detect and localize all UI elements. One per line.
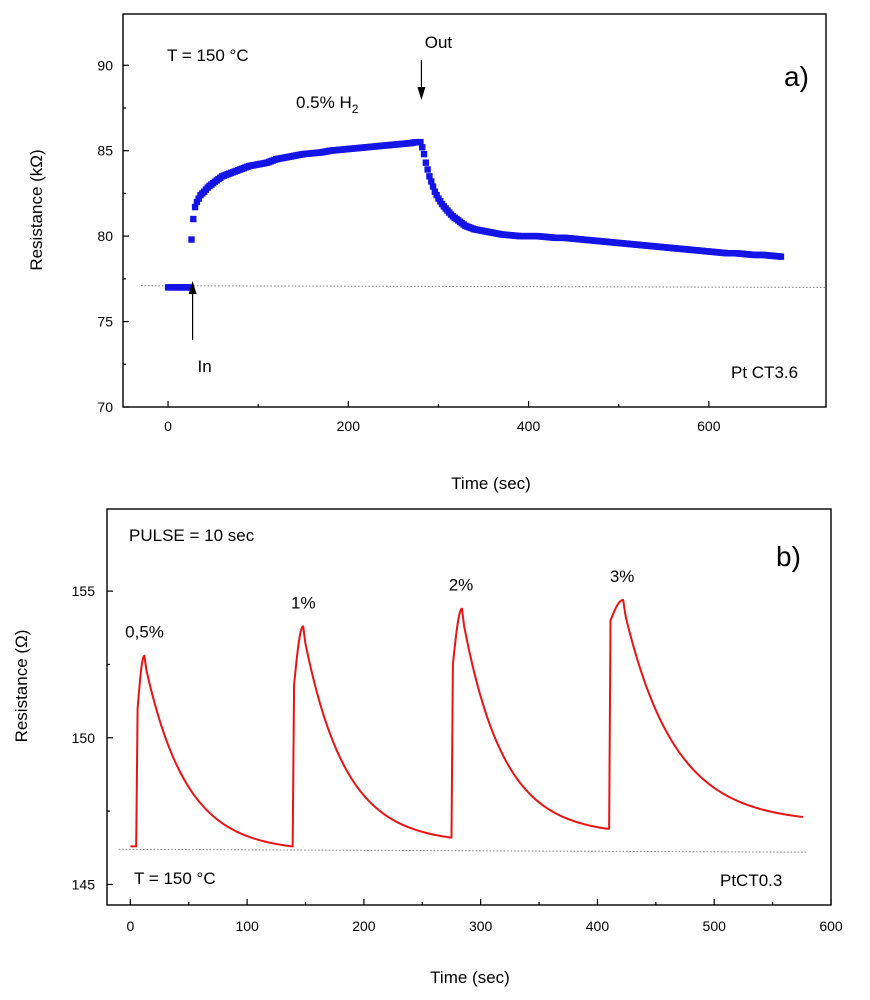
data-point [422, 159, 430, 166]
data-point [191, 203, 199, 211]
panel-a-baseline [141, 285, 827, 288]
x-tick-label: 400 [586, 918, 610, 934]
y-tick-label: 150 [72, 730, 96, 746]
panel-b-tag: b) [776, 541, 801, 572]
x-tick-label: 400 [517, 418, 541, 434]
panel-a: 0 200 400 600 70 75 80 85 90 Time (sec) Resista… [27, 13, 827, 493]
panel-a-y-axis-label: Resistance (kΩ) [27, 149, 46, 270]
pulse-concentration-label: 1% [291, 593, 316, 612]
data-point [420, 150, 428, 158]
y-tick-label: 80 [97, 228, 113, 244]
in-arrow-icon [188, 281, 197, 340]
panel-a-in-label: In [198, 357, 212, 376]
x-tick-label: 200 [352, 918, 376, 934]
data-point [188, 236, 195, 243]
panel-b-pulse-labels: 0,5% 1% 2% 3% [125, 567, 634, 642]
panel-b-series-line [130, 598, 804, 848]
panel-a-data-series [164, 138, 785, 291]
y-tick-label: 70 [97, 399, 113, 415]
panel-b-x-axis-label: Time (sec) [430, 968, 510, 987]
x-tick-label: 0 [126, 918, 134, 934]
out-arrow-icon [417, 60, 426, 100]
y-tick-label: 75 [97, 314, 113, 330]
data-point [777, 253, 785, 260]
panel-a-gas-label: 0.5% H2 [296, 93, 359, 116]
x-tick-label: 300 [469, 918, 493, 934]
data-point [195, 195, 202, 202]
y-tick-label: 155 [72, 583, 96, 599]
y-tick-label: 90 [97, 57, 113, 73]
data-point [186, 284, 193, 291]
panel-a-gas-label-subscript: 2 [352, 102, 359, 116]
data-point [431, 188, 439, 195]
panel-a-x-ticks: 0 200 400 600 [164, 401, 721, 434]
in-arrow-head [188, 281, 197, 294]
data-point [426, 173, 433, 180]
x-tick-label: 600 [697, 418, 721, 434]
x-tick-label: 600 [819, 918, 843, 934]
panel-a-out-label: Out [425, 33, 453, 52]
panel-a-y-ticks: 70 75 80 85 90 [97, 57, 129, 415]
out-arrow-head [417, 87, 426, 100]
data-point [193, 198, 201, 206]
x-tick-label: 200 [337, 418, 361, 434]
panel-b-pulse-label: PULSE = 10 sec [129, 526, 255, 545]
x-tick-label: 500 [703, 918, 727, 934]
pulse-concentration-label: 0,5% [125, 623, 164, 642]
panel-a-temperature-label: T = 150 °C [167, 46, 249, 65]
panel-b-sample-label: PtCT0.3 [720, 871, 782, 890]
x-tick-label: 100 [235, 918, 259, 934]
x-tick-label: 0 [164, 418, 172, 434]
pulse-concentration-label: 2% [449, 576, 474, 595]
y-tick-label: 145 [72, 876, 96, 892]
data-point [419, 144, 426, 151]
data-point [428, 178, 435, 185]
panel-b: 0 100 200 300 400 500 600 145 150 155 Time (sec)… [12, 508, 843, 987]
pulse-concentration-label: 3% [610, 567, 635, 586]
data-point [433, 191, 440, 199]
data-point [190, 215, 197, 223]
panel-b-y-axis-label: Resistance (Ω) [12, 630, 31, 743]
y-tick-label: 85 [97, 143, 113, 159]
panel-a-x-axis-label: Time (sec) [451, 474, 531, 493]
panel-a-gas-label-main: 0.5% H [296, 93, 352, 112]
data-point [424, 166, 431, 173]
data-point [429, 183, 437, 190]
panel-a-tag: a) [784, 61, 809, 92]
panel-b-x-ticks: 0 100 200 300 400 500 600 [126, 899, 843, 934]
data-point [417, 138, 424, 146]
panel-a-sample-label: Pt CT3.6 [731, 363, 798, 382]
panel-b-baseline [118, 848, 808, 853]
panel-b-temperature-label: T = 150 °C [134, 869, 216, 888]
panel-b-y-ticks: 145 150 155 [72, 583, 113, 892]
panel-a-frame [122, 13, 827, 408]
panel-b-frame [106, 508, 832, 906]
